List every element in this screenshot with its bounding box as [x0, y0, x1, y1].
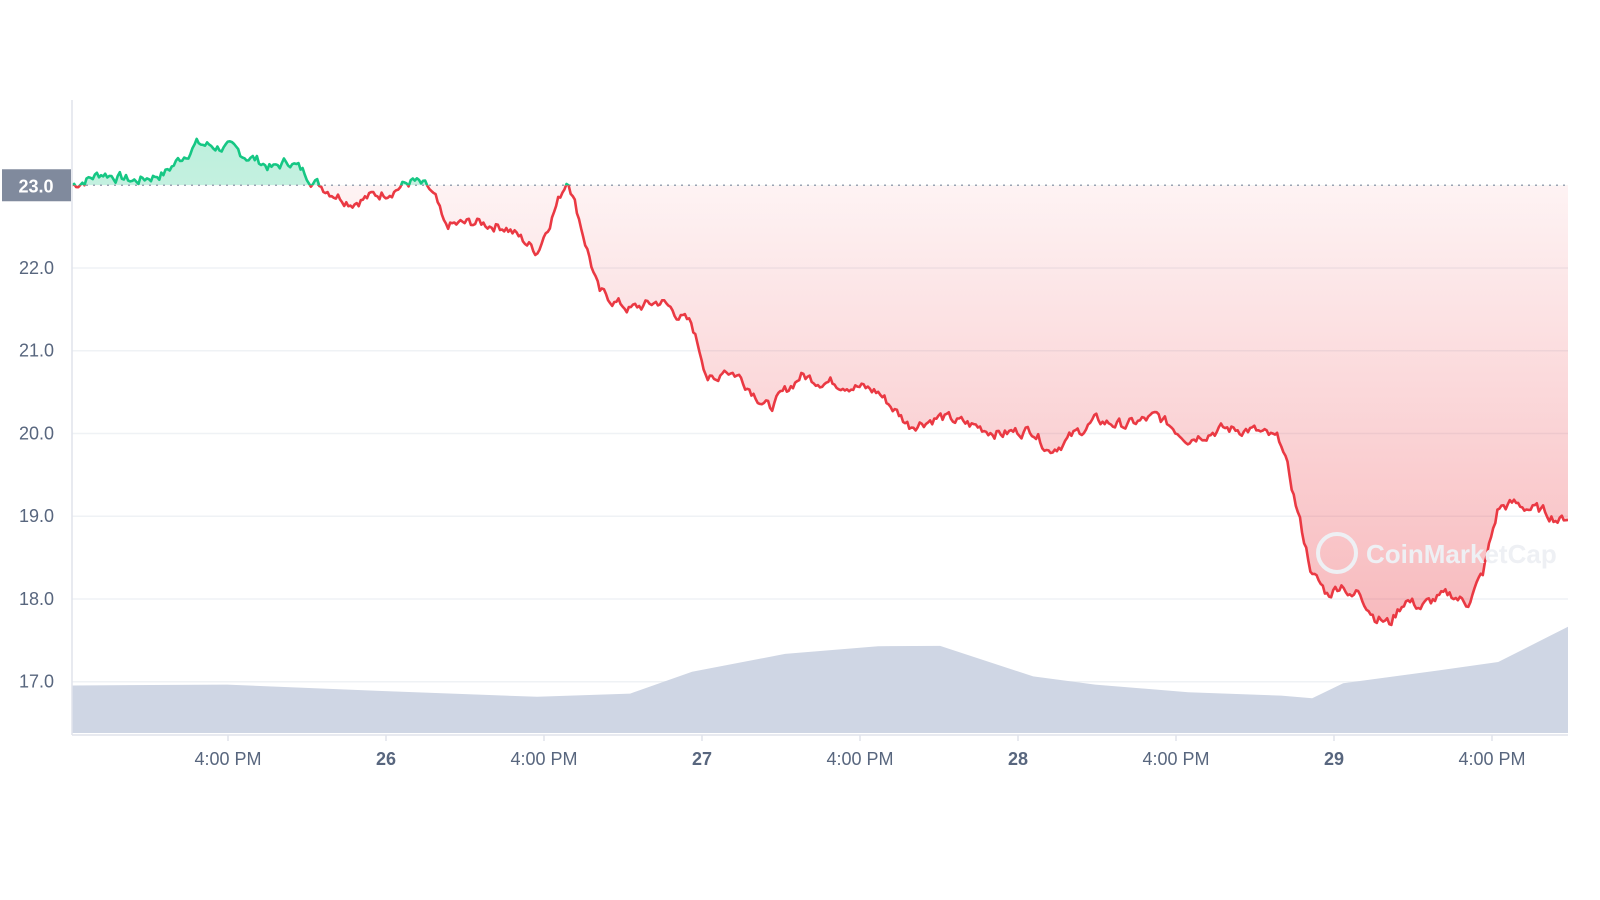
price-line-below — [72, 185, 1568, 627]
watermark-logo-icon — [1316, 532, 1358, 574]
y-tick-label: 17.0 — [19, 672, 54, 692]
y-tick-label: 18.0 — [19, 589, 54, 609]
y-tick-labels: 17.0 18.0 19.0 20.0 21.0 22.0 — [19, 258, 54, 692]
x-tick-label: 4:00 PM — [1458, 749, 1525, 769]
watermark: CoinMarketCap — [1316, 532, 1557, 574]
x-tick-label: 26 — [376, 749, 396, 769]
x-tick-label: 27 — [692, 749, 712, 769]
price-area-above — [72, 138, 569, 186]
y-tick-label: 21.0 — [19, 341, 54, 361]
x-tick-label: 4:00 PM — [510, 749, 577, 769]
x-tick-label: 4:00 PM — [826, 749, 893, 769]
reference-badge-label: 23.0 — [18, 176, 53, 196]
volume-area — [72, 626, 1568, 733]
reference-badge: 23.0 — [2, 169, 71, 202]
y-tick-label: 19.0 — [19, 506, 54, 526]
y-tick-label: 22.0 — [19, 258, 54, 278]
x-tick-label: 4:00 PM — [1142, 749, 1209, 769]
watermark-text: CoinMarketCap — [1366, 539, 1557, 569]
price-area-below — [72, 185, 1568, 625]
reference-badge-bg — [2, 169, 71, 202]
y-tick-label: 20.0 — [19, 423, 54, 443]
x-tick-label: 29 — [1324, 749, 1344, 769]
x-tick-labels: 4:00 PM 26 4:00 PM 27 4:00 PM 28 4:00 PM 29 4:00… — [194, 735, 1526, 769]
x-tick-label: 28 — [1008, 749, 1028, 769]
x-tick-label: 4:00 PM — [194, 749, 261, 769]
